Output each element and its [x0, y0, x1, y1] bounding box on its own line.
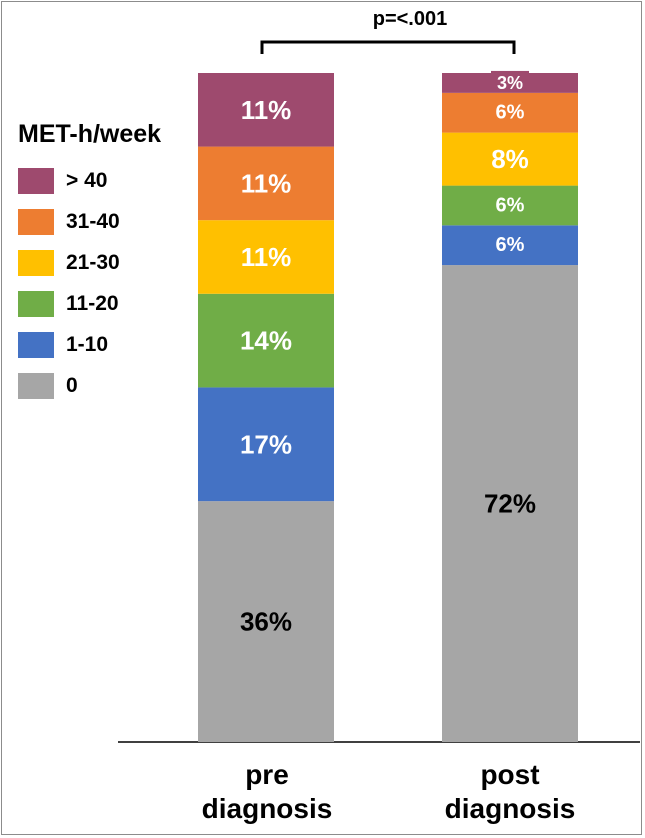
- bar-segment-post-1-10: [442, 225, 578, 266]
- legend-swatch-40: [18, 167, 54, 194]
- data-label-pre-40: 11%: [241, 95, 292, 125]
- legend-label-31-40: 31-40: [66, 209, 120, 233]
- data-label-post-1-10: 6%: [496, 234, 525, 256]
- legend-swatch-31-40: [18, 208, 54, 235]
- significance-bracket: [260, 40, 516, 54]
- data-label-pre-31-40: 11%: [241, 168, 292, 198]
- data-label-post-31-40: 6%: [496, 102, 525, 124]
- legend-swatch-1-10: [18, 331, 54, 358]
- legend-label-1-10: 1-10: [66, 332, 109, 356]
- bar-segment-pre-11-20: [198, 293, 334, 388]
- legend-swatch-0: [18, 372, 54, 399]
- data-label-post-0: 72%: [484, 489, 536, 519]
- data-label-pre-11-20: 14%: [240, 326, 292, 356]
- data-label-post-11-20: 6%: [496, 194, 525, 216]
- x-label-pre: pre diagnosis: [167, 758, 367, 826]
- legend: > 40 31-40 21-30 11-20 1-10 0: [18, 160, 120, 406]
- legend-label-40: > 40: [66, 168, 108, 192]
- legend-swatch-21-30: [18, 249, 54, 276]
- data-label-pre-1-10: 17%: [240, 429, 292, 459]
- legend-label-21-30: 21-30: [66, 250, 120, 274]
- x-label-pre-line2: diagnosis: [201, 793, 333, 824]
- x-label-post-line1: post: [480, 759, 540, 790]
- bar-segment-post-21-30: [442, 132, 578, 186]
- bar-segment-pre-21-30: [198, 220, 334, 294]
- legend-swatch-11-20: [18, 290, 54, 317]
- bar-segment-pre-0: [198, 501, 334, 742]
- legend-label-11-20: 11-20: [66, 291, 119, 315]
- data-label-pre-21-30: 11%: [241, 242, 292, 272]
- data-label-post-21-30: 8%: [491, 144, 529, 174]
- bar-segment-post-31-40: [442, 92, 578, 133]
- bar-segment-pre-40: [198, 73, 334, 147]
- bar-segment-pre-1-10: [198, 387, 334, 502]
- p-value-annotation: p=<.001: [372, 8, 448, 30]
- legend-label-0: 0: [66, 373, 78, 397]
- legend-item-0: 0: [18, 365, 120, 406]
- bar-segment-pre-31-40: [198, 146, 334, 221]
- x-label-pre-line1: pre: [245, 759, 289, 790]
- data-label-pre-0: 36%: [240, 607, 292, 637]
- x-label-post-line2: diagnosis: [444, 793, 576, 824]
- data-label-post-40: 3%: [497, 73, 523, 93]
- x-label-post: post diagnosis: [410, 758, 610, 826]
- legend-item-1-10: 1-10: [18, 324, 120, 365]
- bar-segment-post-11-20: [442, 185, 578, 226]
- data-label-bg-post-40: [491, 70, 529, 91]
- legend-title: MET-h/week: [18, 120, 162, 148]
- legend-item-11-20: 11-20: [18, 283, 120, 324]
- legend-item-21-30: 21-30: [18, 242, 120, 283]
- legend-item-40: > 40: [18, 160, 120, 201]
- legend-item-31-40: 31-40: [18, 201, 120, 242]
- bar-segment-post-0: [442, 265, 578, 742]
